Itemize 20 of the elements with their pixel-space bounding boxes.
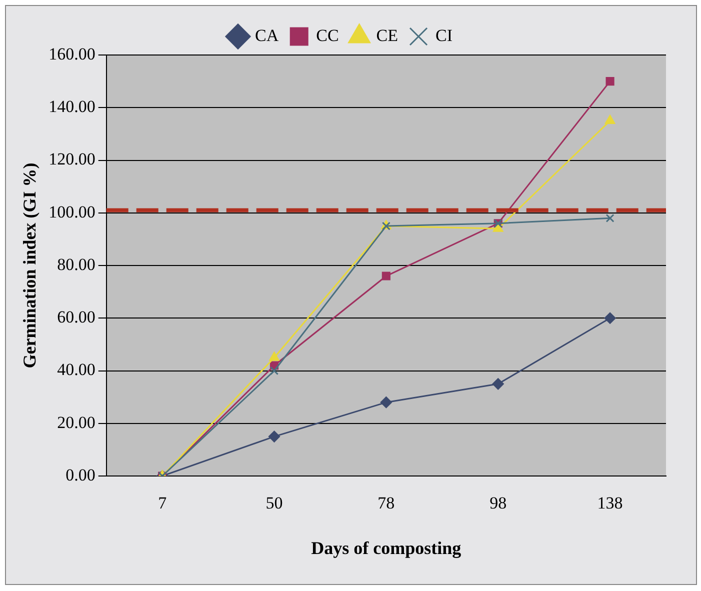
x-tick-label: 7 — [158, 494, 168, 513]
x-tick-label: 138 — [597, 494, 623, 513]
legend-label: CI — [436, 26, 453, 45]
y-tick-label: 140.00 — [48, 97, 96, 116]
y-axis-title: Germination index (GI %) — [19, 162, 40, 368]
y-tick-label: 100.00 — [48, 202, 96, 222]
x-axis-title: Days of composting — [311, 538, 462, 558]
legend-label: CC — [316, 26, 339, 45]
legend-label: CE — [376, 26, 398, 45]
y-tick-label: 120.00 — [48, 150, 96, 169]
y-tick-label: 80.00 — [57, 254, 96, 274]
x-tick-label: 78 — [378, 494, 395, 513]
x-tick-label: 98 — [490, 494, 507, 513]
y-tick-label: 40.00 — [57, 360, 96, 380]
y-tick-label: 160.00 — [48, 44, 96, 64]
y-tick-label: 60.00 — [57, 308, 96, 327]
legend-label: CA — [254, 26, 280, 45]
y-tick-label: 20.00 — [57, 412, 96, 432]
x-tick-label: 50 — [266, 494, 283, 513]
y-tick-label: 0.00 — [66, 465, 96, 484]
